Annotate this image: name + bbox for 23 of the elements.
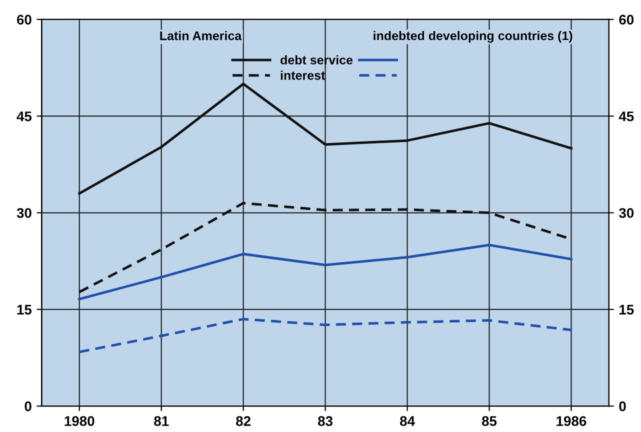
line-series <box>78 82 572 195</box>
x-tick-label: 83 <box>318 416 333 426</box>
line-series <box>78 318 572 354</box>
y-tick-label: 45 <box>16 112 32 122</box>
line-series <box>78 244 572 300</box>
y2-tick-label: 0 <box>619 401 626 412</box>
y2-tick-label: 30 <box>618 208 634 218</box>
y2-tick-label: 45 <box>618 112 634 122</box>
x-tick-label: 81 <box>154 416 169 426</box>
y-tick-label: 30 <box>16 208 32 218</box>
legend-label: interest <box>280 70 326 80</box>
y-tick-label: 15 <box>17 304 32 315</box>
y-tick-label: 0 <box>24 401 32 412</box>
annotation: indebted developing countries (1) <box>374 30 572 43</box>
x-tick-label: 84 <box>400 416 415 426</box>
annotation: Latin America <box>160 31 242 40</box>
x-tick-label: 82 <box>236 416 250 426</box>
x-tick-label: 1986 <box>556 416 586 426</box>
y-tick-label: 60 <box>17 14 32 25</box>
y2-tick-label: 15 <box>620 304 634 315</box>
x-tick-label: 85 <box>482 416 497 426</box>
x-tick-label: 1980 <box>64 416 94 426</box>
y2-tick-label: 60 <box>619 14 634 25</box>
